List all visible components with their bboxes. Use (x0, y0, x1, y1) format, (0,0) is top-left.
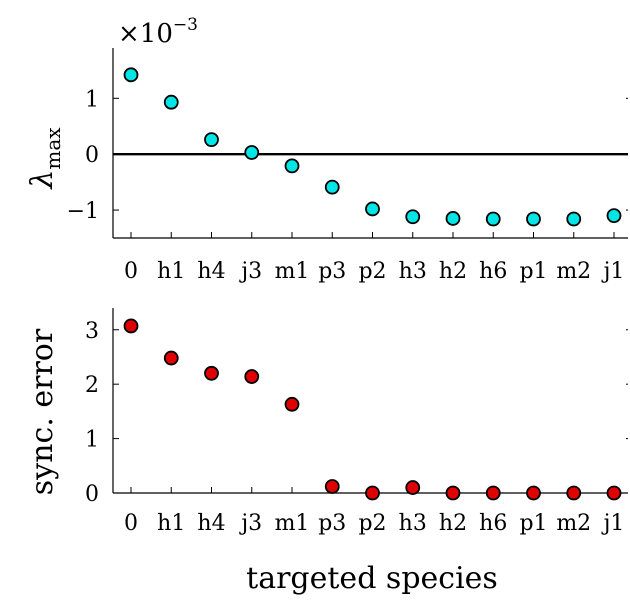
y-tick-label: 0 (85, 143, 99, 168)
data-point (163, 94, 179, 110)
x-tick-label: p3 (318, 511, 346, 536)
data-point (244, 145, 260, 160)
data-point (284, 158, 300, 174)
x-tick-label: h4 (197, 511, 225, 536)
x-tick-label: h1 (157, 259, 185, 284)
y-tick-label: 1 (85, 428, 99, 453)
lambda-max-axis-title: λmax (25, 127, 65, 190)
data-point (123, 67, 139, 83)
data-point (405, 480, 421, 495)
x-tick-label: h3 (399, 511, 427, 536)
y-tick-label: 3 (85, 319, 99, 344)
x-tick-label: j1 (601, 511, 625, 536)
data-point (163, 350, 179, 366)
x-tick-label: 0 (124, 511, 138, 536)
data-point (445, 211, 461, 226)
x-tick-label: h2 (439, 511, 467, 536)
x-tick-label: m2 (556, 259, 591, 284)
x-tick-label: p2 (358, 511, 386, 536)
data-point (204, 365, 219, 381)
y-tick-label: 0 (85, 482, 99, 507)
x-tick-label: h1 (157, 511, 185, 536)
x-tick-label: h4 (197, 259, 225, 284)
x-axis-title: targeted species (246, 561, 498, 596)
x-tick-label: j3 (238, 511, 262, 536)
sync-error-axis-title: sync. error (25, 328, 60, 495)
data-point (244, 369, 260, 384)
scale-exponent-label: ×10−3 (118, 15, 198, 49)
data-point (526, 211, 541, 227)
lambda-max-panel: ×10−3 λmax −1 0 1 0 h1 h4 j3 m1 p3 p2 h3 h2 h6 p1 m2 j1 (25, 15, 628, 284)
data-point (365, 201, 380, 217)
data-point (606, 208, 622, 224)
data-point (445, 485, 461, 501)
data-point (606, 485, 622, 501)
x-tick-label: p2 (358, 259, 386, 284)
x-tick-label: p1 (519, 511, 547, 536)
x-tick-label: j1 (601, 259, 625, 284)
data-point (324, 479, 340, 494)
data-point (485, 211, 501, 227)
data-point (204, 132, 219, 148)
sync-error-plot: 0 1 2 3 0 h1 h4 j3 m1 p3 p2 h3 h2 h6 p1 m2 j1 (85, 308, 628, 536)
sync-error-panel: sync. error 0 1 2 3 0 h1 h4 j3 m1 p3 p2 h3 h2 h6 p1 m2 j… (25, 308, 628, 536)
x-tick-label: 0 (124, 259, 138, 284)
data-point (566, 485, 582, 501)
x-tick-label: m1 (275, 511, 310, 536)
y-tick-label: 2 (85, 373, 99, 398)
data-point (405, 209, 421, 225)
x-tick-label: h6 (479, 511, 507, 536)
data-point (566, 211, 582, 227)
data-point (485, 485, 501, 501)
data-point (324, 179, 340, 195)
x-tick-label: m1 (275, 259, 310, 284)
x-tick-label: m2 (556, 511, 591, 536)
x-tick-label: p3 (318, 259, 346, 284)
x-tick-label: h6 (479, 259, 507, 284)
data-point (284, 396, 300, 412)
x-tick-label: h2 (439, 259, 467, 284)
x-tick-label: j3 (238, 259, 262, 284)
y-tick-label: −1 (67, 199, 99, 224)
data-point (123, 318, 139, 334)
x-tick-label: p1 (519, 259, 547, 284)
y-tick-label: 1 (85, 87, 99, 112)
lambda-max-plot: −1 0 1 0 h1 h4 j3 m1 p3 p2 h3 h2 h6 p1 m2 j1 (67, 48, 628, 284)
data-point (526, 485, 541, 501)
x-tick-label: h3 (399, 259, 427, 284)
data-point (365, 485, 380, 501)
